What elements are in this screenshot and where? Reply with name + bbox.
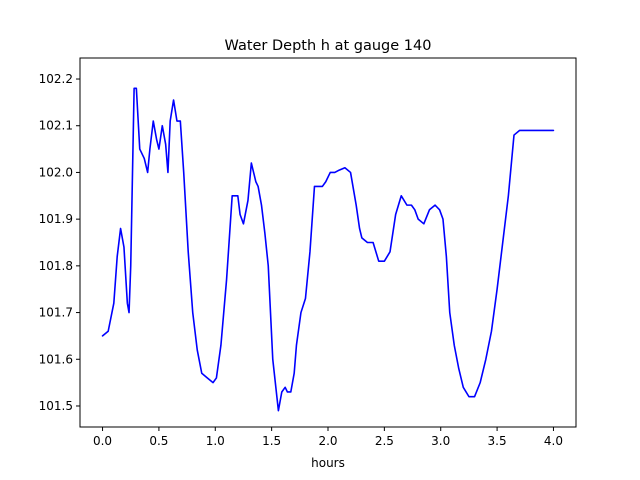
- x-tick-label: 3.0: [431, 434, 450, 448]
- plot-area-frame: [79, 57, 577, 428]
- x-tick-label: 4.0: [544, 434, 563, 448]
- y-tick-label: 102.0: [39, 165, 73, 179]
- x-tick-label: 2.5: [375, 434, 394, 448]
- y-axis-ticks: 101.5 101.6 101.7 101.8 101.9 102.0 102.1 102.2: [39, 72, 80, 413]
- x-axis-label: hours: [311, 456, 345, 470]
- series-layer: [101, 87, 555, 412]
- series-line-0: [101, 87, 555, 412]
- y-tick-label: 101.7: [39, 306, 73, 320]
- x-tick-label: 0.5: [149, 434, 168, 448]
- x-tick-label: 0.0: [93, 434, 112, 448]
- y-tick-label: 101.5: [39, 399, 73, 413]
- x-axis-ticks: 0.0 0.5 1.0 1.5 2.0 2.5 3.0 3.5 4.0: [93, 427, 563, 448]
- y-tick-label: 102.2: [39, 72, 73, 86]
- chart-title: Water Depth h at gauge 140: [225, 38, 432, 54]
- x-tick-label: 2.0: [318, 434, 337, 448]
- x-tick-label: 1.0: [206, 434, 225, 448]
- y-tick-label: 101.6: [39, 352, 73, 366]
- y-tick-label: 101.9: [39, 212, 73, 226]
- x-tick-label: 1.5: [262, 434, 281, 448]
- x-tick-label: 3.5: [488, 434, 507, 448]
- y-tick-label: 101.8: [39, 259, 73, 273]
- y-tick-label: 102.1: [39, 119, 73, 133]
